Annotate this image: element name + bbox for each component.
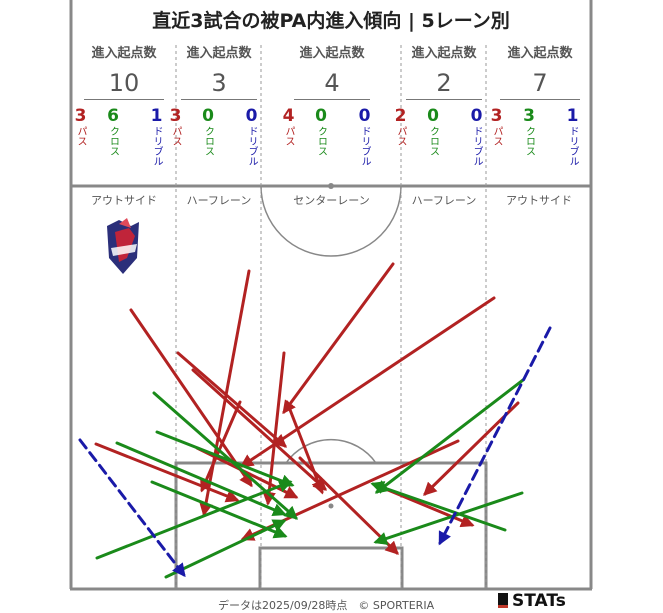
pass-count: 3	[169, 106, 182, 126]
cross-count: 6	[107, 106, 119, 126]
cross-arrow	[152, 391, 299, 520]
lane-total: 7	[500, 69, 580, 100]
cross-arrow	[370, 481, 507, 532]
dribble-count: 0	[358, 106, 371, 126]
lane-header-label: 進入起点数	[411, 46, 477, 61]
chart-title: 直近3試合の被PA内進入傾向 | 5レーン別	[152, 10, 510, 32]
dribble-count: 1	[566, 106, 579, 126]
lane-stats-outside-left: 進入起点数 10 3 パス 6 クロス 1 ドリブル	[75, 42, 164, 166]
cross-arrow	[164, 519, 287, 579]
brand-text: STATs	[512, 591, 566, 611]
cross-arrows	[95, 378, 525, 579]
pass-label: パス	[170, 126, 181, 146]
lane-stats-center: 進入起点数 4 4 パス 0 クロス 0 ドリブル	[283, 42, 371, 166]
cross-label: クロス	[315, 126, 327, 156]
lane-label-outside-left: アウトサイド	[91, 194, 157, 207]
cross-arrow	[115, 441, 287, 516]
pass-arrow	[285, 400, 325, 495]
center-spot	[328, 183, 334, 189]
dribble-arrow	[438, 326, 552, 546]
lane-breakdown: 3 パス 3 クロス 1 ドリブル	[491, 106, 580, 166]
pass-count: 3	[490, 106, 503, 126]
lane-header-label: 進入起点数	[507, 46, 573, 61]
lane-label-center: センターレーン	[293, 194, 370, 207]
lane-breakdown: 3 パス 6 クロス 1 ドリブル	[75, 106, 164, 166]
lane-header-label: 進入起点数	[91, 46, 157, 61]
pass-count: 3	[74, 106, 87, 126]
dribble-label: ドリブル	[246, 126, 257, 166]
pass-arrow	[191, 368, 328, 491]
pass-arrows	[94, 262, 520, 555]
dribble-count: 0	[470, 106, 483, 126]
dribble-label: ドリブル	[359, 126, 370, 166]
club-crest-icon	[107, 218, 139, 274]
pass-count: 4	[282, 106, 295, 126]
pitch-lines	[69, 0, 593, 591]
lane-total: 10	[84, 69, 164, 100]
lane-label-halfspace-right: ハーフレーン	[411, 194, 477, 207]
lane-stats-halfspace-left: 進入起点数 3 3 パス 0 クロス 0 ドリブル	[170, 42, 258, 166]
lane-header-label: 進入起点数	[299, 46, 365, 61]
cross-label: クロス	[107, 126, 119, 156]
cross-arrow	[374, 378, 525, 494]
goal-area	[258, 546, 404, 591]
pass-arrow	[199, 269, 251, 517]
pass-label: パス	[283, 126, 294, 146]
lane-total: 2	[406, 69, 482, 100]
cross-label: クロス	[427, 126, 439, 156]
penalty-arc	[285, 438, 377, 464]
lane-header-label: 進入起点数	[186, 46, 252, 61]
pass-arrow	[94, 442, 240, 503]
dribble-label: ドリブル	[567, 126, 578, 166]
pass-count: 2	[394, 106, 407, 126]
lane-breakdown: 2 パス 0 クロス 0 ドリブル	[395, 106, 483, 166]
cross-arrow	[373, 491, 524, 545]
lane-breakdown: 3 パス 0 クロス 0 ドリブル	[170, 106, 258, 166]
cross-count: 0	[202, 106, 214, 126]
cross-arrow	[95, 479, 293, 560]
cross-label: クロス	[523, 126, 535, 156]
cross-arrow	[155, 430, 295, 488]
cross-count: 3	[523, 106, 535, 126]
dribble-arrow	[78, 438, 186, 578]
pass-label: パス	[491, 126, 502, 146]
cross-count: 0	[315, 106, 327, 126]
pass-label: パス	[395, 126, 406, 146]
penalty-spot	[328, 503, 334, 509]
pass-arrow	[200, 400, 242, 493]
pass-label: パス	[75, 126, 86, 146]
dribble-arrows	[78, 326, 552, 578]
cross-label: クロス	[202, 126, 214, 156]
dribble-count: 1	[150, 106, 163, 126]
pass-arrow	[129, 308, 253, 488]
dribble-count: 0	[245, 106, 258, 126]
lane-total: 3	[181, 69, 257, 100]
lane-stats-outside-right: 進入起点数 7 3 パス 3 クロス 1 ドリブル	[491, 42, 580, 166]
brand-logo: STATs	[498, 591, 566, 611]
pass-arrow	[386, 488, 475, 528]
lane-stats-halfspace-right: 進入起点数 2 2 パス 0 クロス 0 ドリブル	[395, 42, 483, 166]
pass-arrow	[176, 351, 288, 448]
lane-dividers	[175, 45, 487, 589]
lane-label-halfspace-left: ハーフレーン	[186, 194, 252, 207]
lane-label-outside-right: アウトサイド	[506, 194, 572, 207]
pass-arrow	[282, 262, 395, 415]
footer-note: データは2025/09/28時点 © SPORTERIA	[218, 599, 435, 612]
lane-breakdown: 4 パス 0 クロス 0 ドリブル	[283, 106, 371, 166]
dribble-label: ドリブル	[471, 126, 482, 166]
center-circle	[260, 185, 402, 257]
dribble-label: ドリブル	[151, 126, 162, 166]
lane-total: 4	[294, 69, 370, 100]
cross-count: 0	[427, 106, 439, 126]
brand-mark-icon	[498, 593, 508, 608]
